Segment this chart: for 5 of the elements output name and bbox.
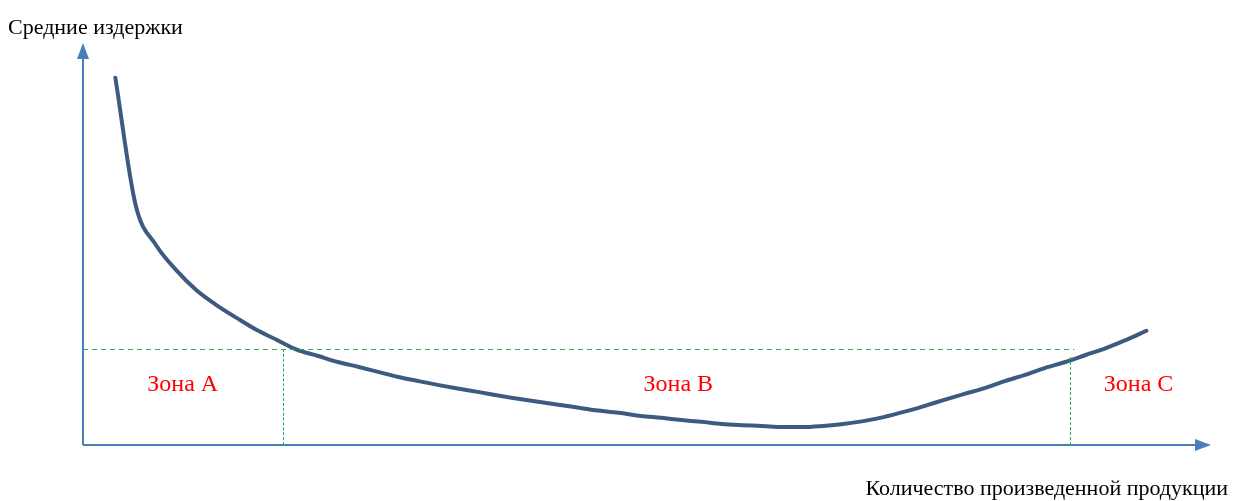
annotation: Зона B [643,370,714,397]
y-axis-title: Средние издержки [8,14,183,40]
x-axis-title: Количество произведенной продукции [865,475,1228,501]
annotation: Зона A [147,370,219,397]
annotation: Зона C [1103,370,1174,397]
